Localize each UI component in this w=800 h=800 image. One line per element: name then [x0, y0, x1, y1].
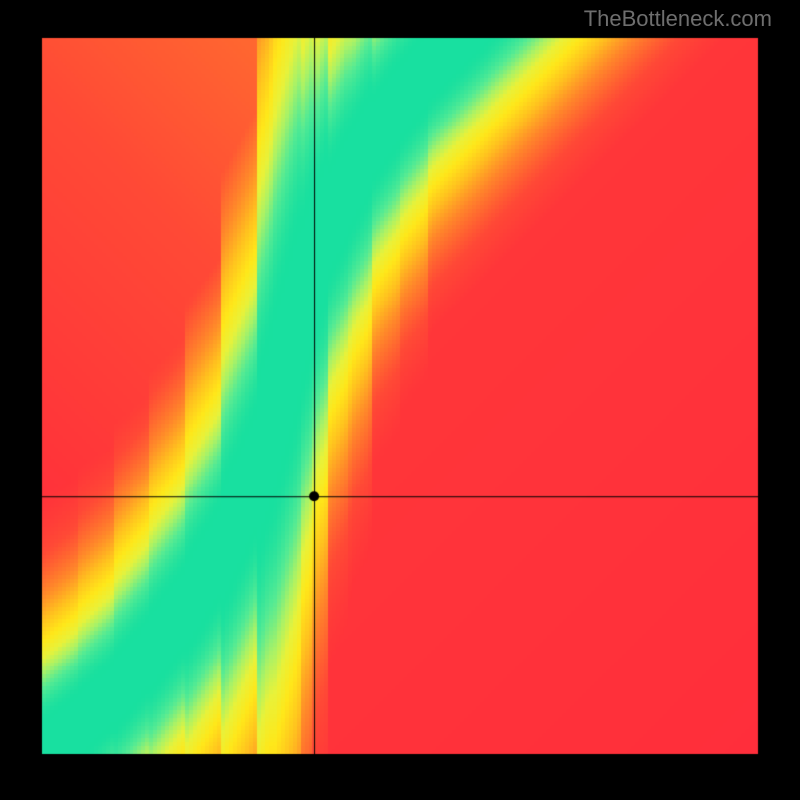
watermark-text: TheBottleneck.com [584, 6, 772, 32]
bottleneck-heatmap-canvas [0, 0, 800, 800]
root-container: TheBottleneck.com [0, 0, 800, 800]
